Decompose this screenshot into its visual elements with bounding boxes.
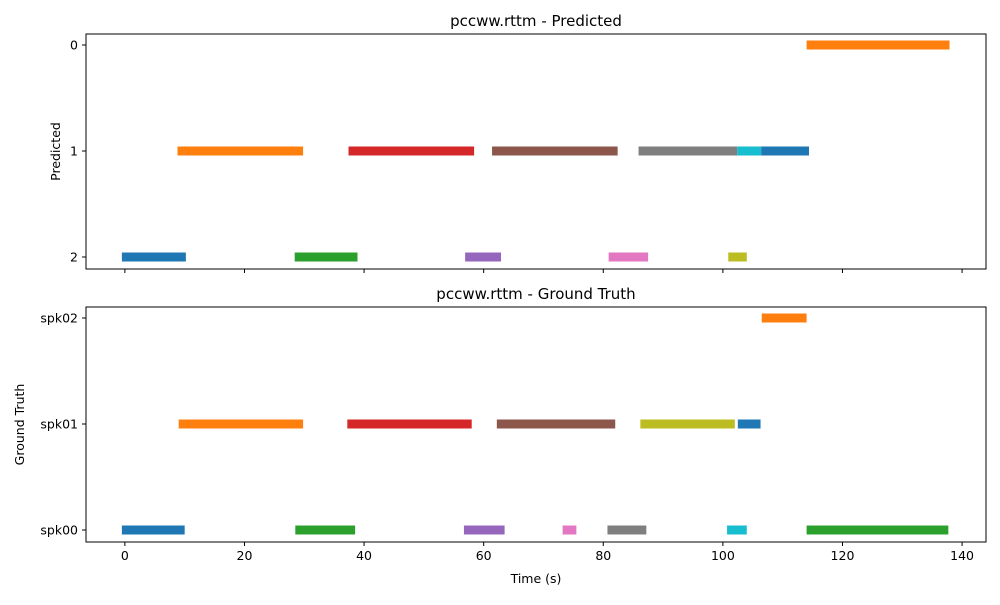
chart-title: pccww.rttm - Ground Truth	[436, 285, 635, 303]
y-tick-label: spk01	[40, 417, 78, 432]
segment-bar	[121, 252, 186, 262]
x-tick-label: 120	[831, 548, 855, 563]
segment-bar	[761, 313, 807, 323]
segment-bar	[348, 146, 475, 156]
segment-bar	[737, 146, 762, 156]
x-axis-label: Time (s)	[510, 571, 562, 586]
segment-bar	[465, 252, 502, 262]
segment-bar	[727, 525, 747, 535]
segment-bar	[562, 525, 577, 535]
segment-bar	[806, 525, 949, 535]
x-tick-label: 20	[237, 548, 253, 563]
segment-bar	[177, 146, 304, 156]
segment-bar	[638, 146, 738, 156]
segment-bar	[640, 419, 735, 429]
subplot-predicted: 0 1 2 pccww.rttm - Predicted Predicted	[48, 12, 987, 273]
segment-bar	[496, 419, 616, 429]
x-tick-label: 60	[476, 548, 492, 563]
segment-bar	[492, 146, 618, 156]
y-tick-label: spk02	[40, 311, 78, 326]
subplot-ground-truth: spk02 spk01 spk00 0 20 40 60 80 100 120 140 pccww.r…	[12, 285, 987, 586]
segment-bar	[806, 40, 950, 50]
segment-bar	[761, 146, 809, 156]
segment-bar	[607, 525, 647, 535]
segment-bar	[463, 525, 505, 535]
segment-bar	[608, 252, 649, 262]
segment-bar	[294, 252, 358, 262]
y-tick-label: spk00	[40, 523, 78, 538]
x-tick-label: 80	[595, 548, 611, 563]
segment-bar	[178, 419, 304, 429]
y-axis-label: Ground Truth	[12, 384, 27, 466]
y-tick-label: 2	[70, 250, 78, 265]
segment-bar	[121, 525, 185, 535]
x-tick-label: 100	[711, 548, 735, 563]
x-tick-label: 40	[356, 548, 372, 563]
segment-bar	[728, 252, 747, 262]
segment-bar	[347, 419, 472, 429]
y-tick-label: 0	[70, 38, 78, 53]
segment-bar	[295, 525, 356, 535]
chart-title: pccww.rttm - Predicted	[450, 12, 622, 30]
x-tick-label: 140	[950, 548, 974, 563]
y-axis-label: Predicted	[48, 122, 63, 181]
segment-bar	[737, 419, 761, 429]
x-tick-label: 0	[121, 548, 129, 563]
y-tick-label: 1	[70, 144, 78, 159]
